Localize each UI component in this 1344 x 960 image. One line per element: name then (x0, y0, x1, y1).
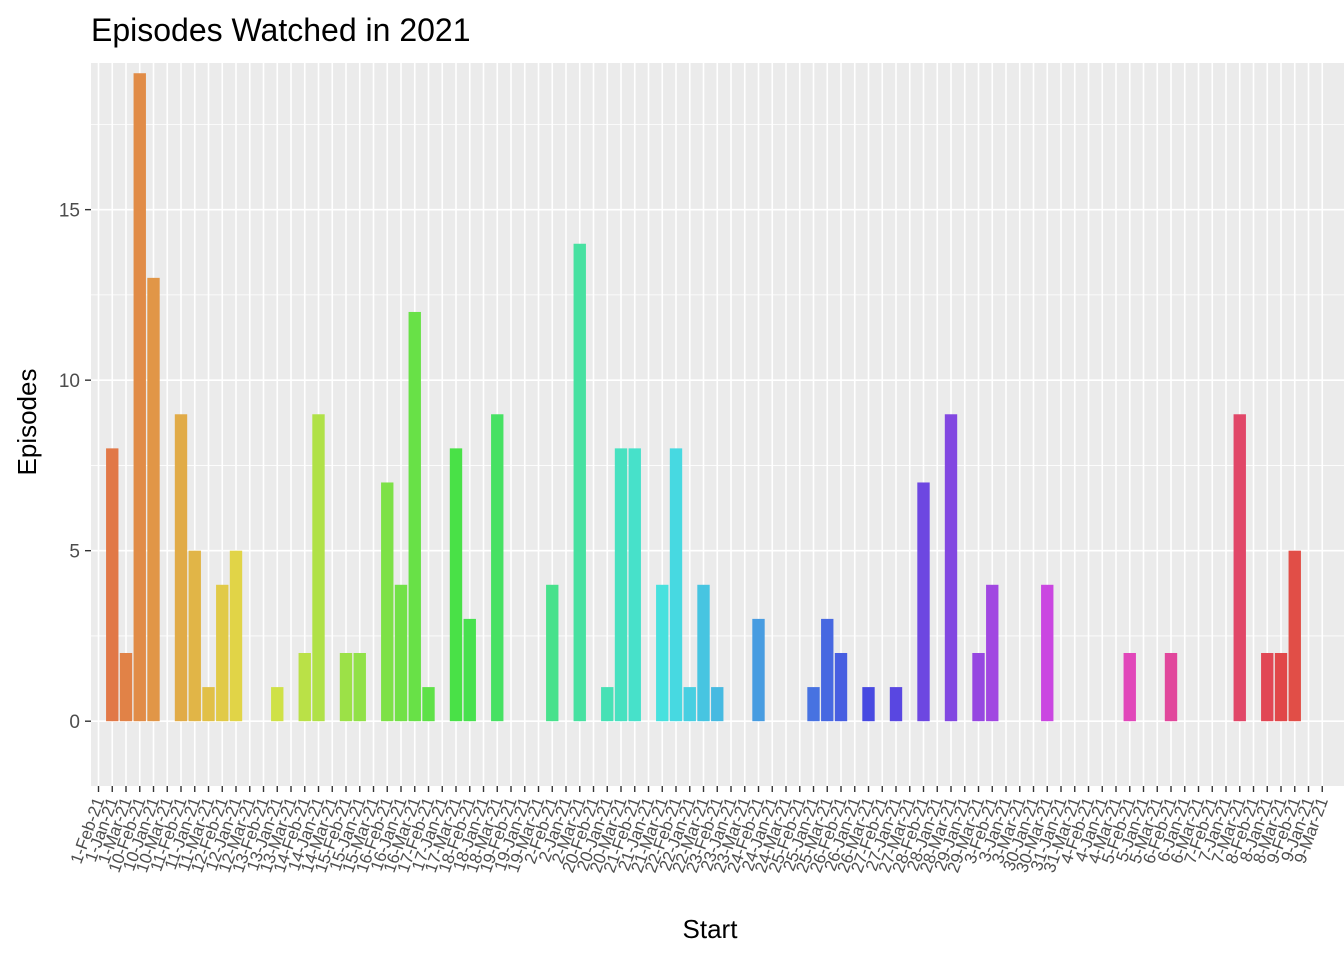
y-tick-label: 0 (69, 712, 80, 733)
bar (917, 482, 930, 722)
bar (381, 482, 394, 722)
bar (889, 687, 903, 722)
bar (669, 448, 683, 722)
bar (119, 652, 133, 722)
bar (972, 652, 985, 722)
bar (449, 448, 463, 722)
bar (1233, 414, 1246, 722)
bar (463, 618, 476, 722)
bar (216, 584, 229, 722)
bar (683, 687, 696, 722)
bar (394, 584, 408, 722)
bar (986, 584, 999, 722)
bar-layer (106, 73, 1301, 722)
bar (229, 550, 243, 722)
bar (147, 277, 160, 722)
bar (271, 687, 284, 722)
bar (1288, 550, 1301, 722)
bar (944, 414, 958, 722)
bar (711, 687, 724, 722)
bar (1041, 584, 1054, 722)
bar (174, 414, 188, 722)
bar (202, 687, 215, 722)
bar (573, 243, 586, 722)
bar (546, 584, 559, 722)
y-tick-label: 10 (59, 371, 80, 392)
bar (1123, 652, 1136, 722)
bar (628, 448, 641, 722)
bar (614, 448, 628, 722)
bar (807, 687, 820, 722)
bar (821, 618, 834, 722)
bar (834, 652, 848, 722)
y-tick-label: 15 (59, 201, 80, 222)
bar (862, 687, 875, 722)
bar (408, 311, 421, 722)
y-axis-title: Episodes (12, 369, 42, 476)
axis-layer: 0510151-Feb-211-Jan-211-Mar-2110-Feb-211… (59, 201, 1332, 875)
y-tick-label: 5 (69, 542, 80, 563)
x-axis-title: Start (683, 914, 739, 944)
bar (1274, 652, 1288, 722)
bar (697, 584, 710, 722)
bar (1261, 652, 1274, 722)
bar (339, 652, 353, 722)
bar (422, 687, 435, 722)
bar (188, 550, 201, 722)
bar (752, 618, 765, 722)
bar (601, 687, 614, 722)
bar (133, 73, 146, 722)
bar (298, 652, 311, 722)
bar (312, 414, 325, 722)
bar (106, 448, 119, 722)
bar (1164, 652, 1178, 722)
bar (353, 652, 366, 722)
bar (656, 584, 669, 722)
chart-title: Episodes Watched in 2021 (91, 12, 471, 48)
bar (491, 414, 504, 722)
